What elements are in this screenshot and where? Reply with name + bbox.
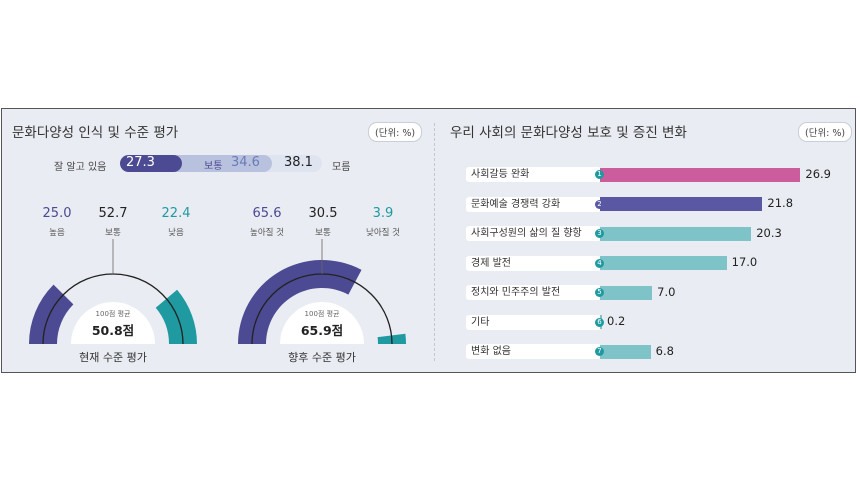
bar-rect (600, 167, 801, 182)
awareness-segment-unknown (260, 155, 322, 172)
current-high-value: 25.0 (42, 206, 72, 221)
current-gauge (29, 239, 197, 345)
bar-value-label: 17.0 (731, 255, 758, 269)
current-high-label: 높음 (49, 228, 65, 238)
bar-rank-marker: 1 (595, 170, 604, 179)
bar-value-label: 6.8 (655, 343, 674, 358)
bar-rank-marker: 4 (595, 258, 604, 268)
bar-category-label: 사회갈등 완화 (466, 167, 601, 182)
future-low-label: 낮아질 것 (366, 228, 400, 238)
right-panel-title: 우리 사회의 문화다양성 보호 및 증진 변화 (450, 125, 687, 141)
future-gauge-center-disc (280, 302, 364, 344)
left-panel-title: 문화다양성 인식 및 수준 평가 (12, 125, 179, 141)
future-avg-label: 100점 평균 (304, 310, 340, 318)
current-mid-label: 보통 (105, 228, 121, 238)
right-unit-badge: (단위: %) (798, 122, 853, 142)
bar-category-label: 기타 (466, 314, 601, 330)
future-gauge-arc-high (238, 260, 362, 344)
current-caption: 현재 수준 평가 (79, 351, 147, 364)
future-high-value: 65.6 (252, 206, 282, 221)
awareness-segment-normal (172, 155, 272, 172)
current-gauge-center-disc (71, 302, 155, 344)
bar-rect (600, 226, 752, 241)
bar-rect (600, 344, 651, 359)
bar-value-label: 0.2 (607, 314, 626, 328)
bar-category-label: 문화예술 경쟁력 강화 (466, 196, 601, 212)
bar-value-label: 7.0 (657, 284, 676, 299)
infographic-frame: 문화다양성 인식 및 수준 평가 (단위: %) 잘 알고 있음 27.3 보통… (1, 108, 856, 373)
bar-category-label: 변화 없음 (466, 344, 601, 359)
future-mid-value: 30.5 (308, 206, 338, 221)
bar-rank-marker: 7 (595, 347, 604, 356)
bar-rank-marker: 6 (595, 317, 604, 327)
bar-category-label: 사회구성원의 삶의 질 향항 (466, 226, 601, 241)
future-caption: 향후 수준 평가 (288, 351, 356, 364)
current-mid-value: 52.7 (98, 206, 128, 221)
current-avg-label: 100점 평균 (95, 310, 131, 318)
panel-divider (434, 123, 435, 361)
current-avg-value: 50.8점 (91, 323, 135, 338)
awareness-well-known-value: 27.3 (126, 155, 155, 170)
future-high-label: 높아질 것 (250, 228, 284, 238)
bar-category-label: 경제 발전 (466, 255, 601, 271)
awareness-normal-value: 34.6 (231, 155, 260, 170)
awareness-unknown-value: 38.1 (284, 155, 313, 170)
future-avg-value: 65.9점 (300, 323, 344, 338)
left-unit-badge: (단위: %) (368, 122, 423, 142)
bar-rect (600, 285, 653, 300)
bar-rect (600, 197, 763, 211)
current-low-value: 22.4 (161, 206, 191, 221)
bar-rank-marker: 5 (595, 288, 604, 297)
bar-rank-marker: 2 (595, 199, 604, 209)
bar-rank-marker: 3 (595, 229, 604, 238)
awareness-segment-well-known (120, 155, 182, 172)
future-low-value: 3.9 (372, 206, 394, 221)
current-gauge-arc-low (155, 289, 197, 344)
current-low-label: 낮음 (168, 228, 184, 238)
awareness-stacked-bar: 27.3 보통 34.6 38.1 (120, 155, 322, 172)
awareness-mid-label: 보통 (204, 161, 223, 172)
current-gauge-arc-high (29, 284, 74, 344)
future-mid-label: 보통 (315, 228, 331, 238)
awareness-right-label: 모름 (332, 162, 351, 173)
bar-value-label: 20.3 (756, 225, 782, 240)
bar-rect (600, 256, 727, 270)
future-gauge (238, 239, 406, 345)
bar-value-label: 26.9 (805, 166, 831, 181)
bar-category-label: 정치와 민주주의 발전 (466, 285, 601, 300)
awareness-left-label: 잘 알고 있음 (54, 162, 107, 173)
bar-value-label: 21.8 (767, 196, 794, 210)
